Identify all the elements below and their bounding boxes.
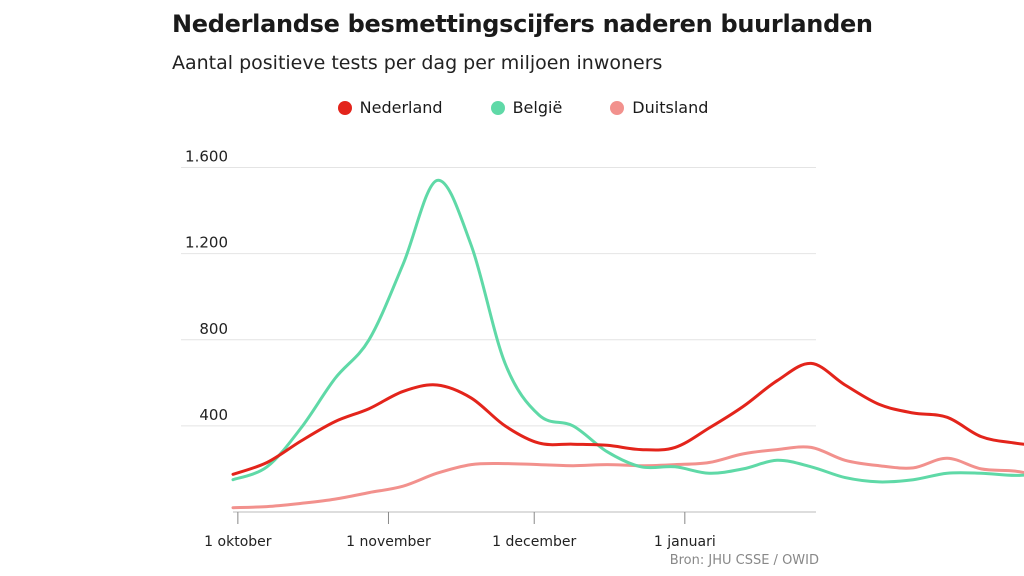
y-tick-label: 800 <box>199 320 228 338</box>
legend-marker-duitsland <box>610 100 625 115</box>
x-tick-label: 1 oktober <box>204 534 272 550</box>
y-axis-ticks: 400 800 1.200 1.600 <box>185 148 228 424</box>
legend-label-nederland: Nederland <box>359 98 443 117</box>
legend-item-duitsland: Duitsland <box>610 98 708 117</box>
y-tick-label: 400 <box>199 406 228 424</box>
series-line-nederland <box>231 361 1024 476</box>
chart-subtitle: Aantal positieve tests per dag per miljo… <box>172 52 663 74</box>
x-tick-label: 1 januari <box>654 534 716 550</box>
series-lines <box>231 178 1024 510</box>
legend-item-nederland: Nederland <box>337 98 443 117</box>
series-line-belgie <box>231 178 1024 484</box>
chart-legend: Nederland België Duitsland <box>0 98 1024 117</box>
source-note: Bron: JHU CSSE / OWID <box>669 553 819 568</box>
legend-marker-nederland <box>337 100 352 115</box>
legend-marker-belgie <box>490 100 505 115</box>
gridlines <box>181 167 816 427</box>
series-line-duitsland <box>231 445 1024 510</box>
y-tick-label: 1.600 <box>185 148 228 166</box>
legend-label-duitsland: Duitsland <box>632 98 709 117</box>
x-axis: 1 oktober 1 november 1 december 1 januari <box>204 511 816 550</box>
legend-label-belgie: België <box>512 98 563 117</box>
x-tick-label: 1 december <box>492 534 576 550</box>
x-tick-label: 1 november <box>346 534 431 550</box>
y-tick-label: 1.200 <box>185 234 228 252</box>
chart-title: Nederlandse besmettingscijfers naderen b… <box>172 10 873 38</box>
legend-item-belgie: België <box>490 98 563 117</box>
